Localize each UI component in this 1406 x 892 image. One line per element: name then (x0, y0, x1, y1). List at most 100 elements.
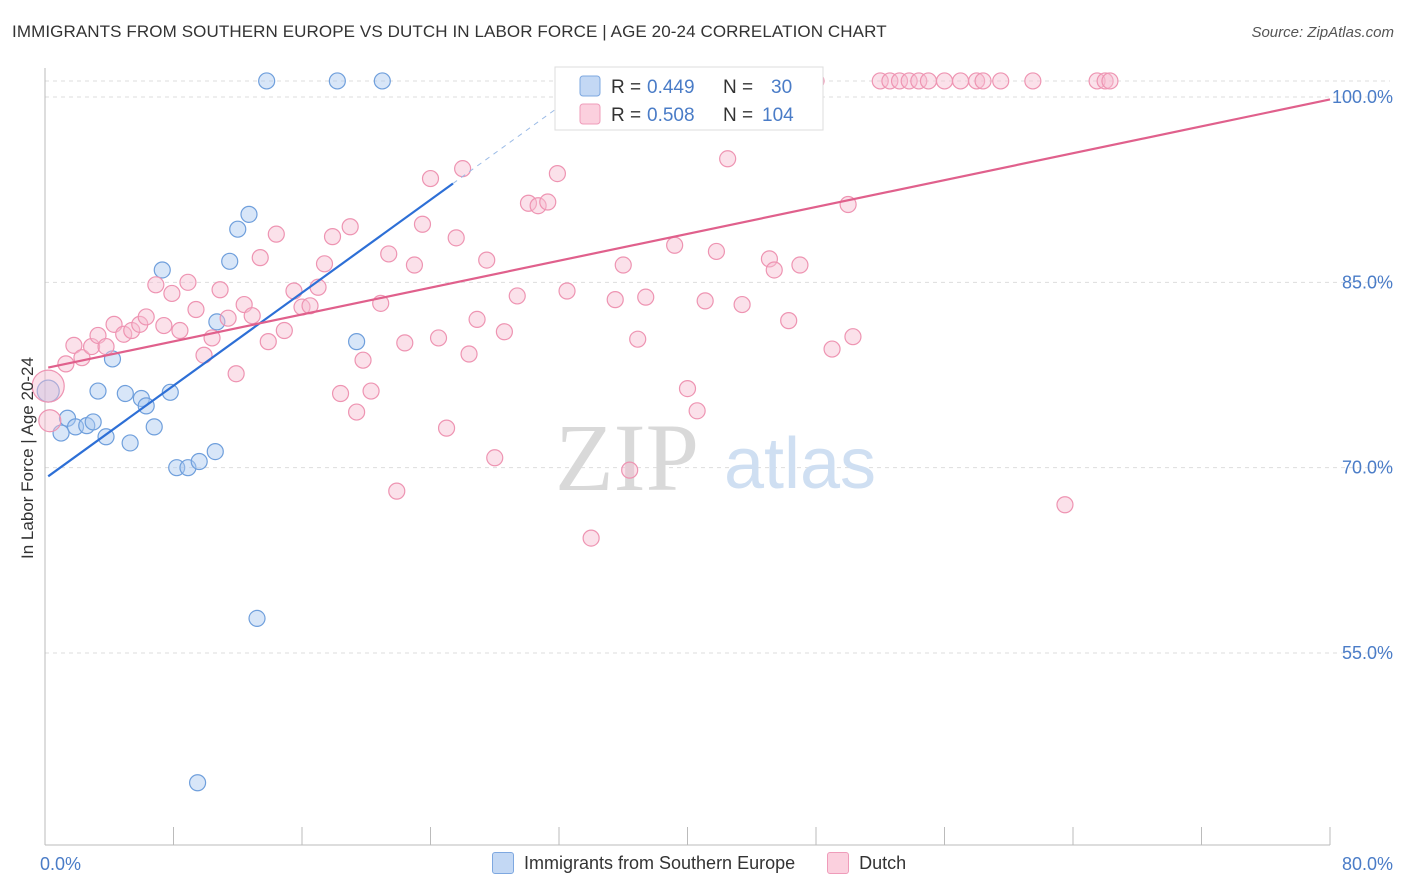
point-southern-europe-27 (348, 333, 366, 351)
trend-lines (47, 71, 1331, 478)
point-dutch-28 (267, 225, 285, 243)
point-dutch-103 (1101, 72, 1119, 90)
point-southern-europe-9 (116, 384, 134, 403)
chart-title: IMMIGRANTS FROM SOUTHERN EUROPE VS DUTCH… (12, 22, 887, 41)
point-dutch-83 (791, 256, 809, 274)
point-dutch-90 (890, 72, 909, 90)
point-dutch-96 (968, 72, 986, 90)
x-tick-label-80: 80.0% (1342, 854, 1393, 874)
point-dutch-95 (951, 72, 970, 90)
point-dutch-47 (421, 169, 440, 188)
stats-swatch-0 (579, 75, 601, 97)
point-dutch-56 (495, 323, 513, 341)
point-dutch-68 (621, 461, 639, 479)
y-tick-label-70: 70.0% (1342, 458, 1393, 478)
point-dutch-42 (380, 245, 398, 263)
point-southern-europe-26 (328, 72, 346, 90)
point-dutch-62 (558, 282, 576, 300)
point-dutch-59 (529, 197, 547, 215)
point-dutch-81 (765, 261, 783, 279)
legend-label-dutch: Dutch (859, 852, 907, 873)
point-dutch-78 (733, 295, 751, 314)
stats-n-value-1: 104 (762, 105, 794, 126)
point-dutch-55 (486, 449, 504, 467)
point-dutch-39 (354, 351, 372, 369)
point-southern-europe-5 (84, 413, 102, 431)
point-southern-europe-29 (188, 774, 207, 792)
point-southern-europe-28 (373, 72, 391, 90)
point-dutch-9 (115, 325, 133, 343)
point-dutch-64 (582, 529, 600, 547)
watermark: ZIP atlas (555, 404, 876, 511)
series-legend: Immigrants from Southern Europe Dutch (492, 852, 938, 874)
point-dutch-99 (1024, 72, 1042, 90)
point-dutch-102 (1096, 72, 1114, 90)
point-dutch-3 (65, 336, 83, 354)
stats-n-label-0: N = (723, 77, 753, 98)
legend-swatch-pink (827, 852, 850, 874)
stats-r-label-0: R = (611, 77, 641, 98)
point-dutch-13 (147, 276, 165, 294)
point-dutch-53 (468, 310, 486, 328)
point-southern-europe-20 (208, 313, 226, 331)
point-dutch-14 (155, 316, 173, 335)
point-dutch-1 (38, 409, 62, 433)
stats-legend: R = 0.449 N = 30 R = 0.508 N = 104 (554, 66, 824, 131)
watermark-zip: ZIP (555, 404, 699, 511)
point-dutch-85 (823, 340, 841, 358)
point-dutch-48 (429, 329, 448, 347)
legend-swatch-blue (492, 852, 514, 874)
point-dutch-46 (413, 215, 432, 233)
legend-item-southern-europe[interactable]: Immigrants from Southern Europe (492, 852, 795, 874)
point-dutch-82 (780, 312, 798, 330)
stats-r-value-1: 0.508 (647, 105, 695, 126)
point-dutch-50 (447, 229, 465, 247)
trend-line-southern-europe (47, 182, 454, 478)
point-dutch-26 (251, 249, 269, 267)
axes: 55.0% 70.0% 85.0% 100.0% 0.0% 80.0% (40, 68, 1393, 874)
point-dutch-93 (919, 72, 938, 90)
point-dutch-18 (187, 300, 205, 319)
stats-r-label-1: R = (611, 105, 641, 126)
point-dutch-35 (323, 228, 342, 246)
point-dutch-16 (171, 321, 189, 340)
point-southern-europe-13 (145, 418, 163, 436)
point-southern-europe-18 (190, 452, 208, 471)
point-dutch-91 (900, 72, 918, 90)
stats-r-value-0: 0.449 (647, 77, 695, 98)
stats-n-value-0: 30 (771, 77, 792, 98)
point-dutch-66 (606, 291, 624, 309)
point-dutch-61 (548, 165, 566, 183)
point-southern-europe-23 (240, 205, 258, 223)
point-dutch-70 (637, 288, 655, 306)
x-tick-label-0: 0.0% (40, 854, 81, 874)
y-axis-label: In Labor Force | Age 20-24 (18, 357, 37, 559)
data-points (31, 72, 1119, 792)
point-dutch-40 (362, 382, 380, 400)
point-dutch-76 (707, 242, 726, 261)
point-southern-europe-22 (229, 220, 247, 238)
point-dutch-21 (211, 281, 229, 299)
point-dutch-73 (678, 379, 697, 398)
point-dutch-36 (331, 384, 350, 403)
point-dutch-23 (227, 365, 245, 383)
y-tick-label-55: 55.0% (1342, 643, 1393, 663)
point-dutch-45 (405, 256, 424, 274)
point-dutch-74 (688, 402, 706, 420)
point-dutch-100 (1056, 496, 1074, 514)
point-dutch-87 (844, 328, 862, 346)
point-dutch-17 (179, 273, 197, 291)
point-dutch-52 (460, 345, 478, 363)
point-southern-europe-6 (89, 382, 107, 400)
point-dutch-22 (219, 309, 237, 327)
trend-line-extension-southern-europe (452, 71, 608, 184)
point-dutch-37 (341, 218, 359, 236)
point-dutch-15 (163, 284, 181, 303)
point-dutch-54 (478, 251, 496, 269)
legend-label-southern-europe: Immigrants from Southern Europe (524, 852, 796, 873)
point-dutch-80 (760, 250, 779, 268)
point-dutch-25 (243, 307, 261, 325)
legend-item-dutch[interactable]: Dutch (827, 852, 906, 874)
point-dutch-30 (285, 282, 303, 300)
point-dutch-51 (454, 160, 472, 178)
